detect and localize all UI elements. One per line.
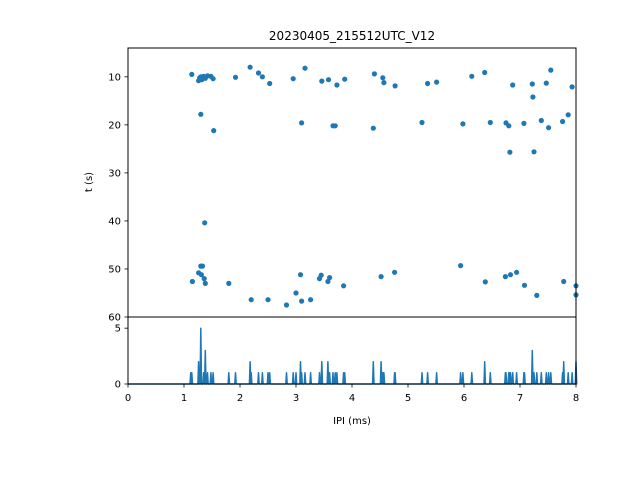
scatter-y-tick-label-40: 40: [108, 216, 121, 227]
scatter-point-78: [502, 274, 508, 280]
scatter-point-22: [319, 78, 325, 84]
histogram-x-axis-label: IPI (ms): [333, 416, 371, 427]
scatter-point-66: [297, 272, 304, 278]
histogram-x-tick-label-4: 4: [349, 393, 355, 404]
scatter-point-63: [265, 297, 271, 303]
scatter-point-34: [460, 121, 466, 127]
scatter-point-21: [332, 123, 338, 129]
scatter-point-10: [198, 111, 204, 117]
scatter-point-17: [290, 76, 296, 82]
scatter-y-tick-label-50: 50: [108, 264, 121, 275]
scatter-point-71: [325, 278, 331, 285]
scatter-point-29: [392, 83, 398, 89]
scatter-point-52: [569, 84, 575, 90]
scatter-point-33: [434, 79, 440, 85]
scatter-point-46: [538, 117, 544, 124]
scatter-point-14: [255, 70, 262, 76]
histogram-axes-frame: [127, 316, 577, 385]
scatter-point-23: [325, 77, 332, 83]
histogram-x-tick-label-8: 8: [573, 393, 579, 404]
scatter-point-50: [560, 118, 566, 125]
scatter-point-59: [201, 276, 207, 282]
scatter-point-73: [341, 283, 347, 289]
scatter-point-39: [506, 123, 512, 129]
scatter-y-tick-label-10: 10: [108, 72, 121, 83]
histogram-y-tick-label-0: 0: [115, 380, 121, 391]
scatter-y-axis-label: t (s): [84, 172, 95, 192]
scatter-point-47: [543, 80, 549, 86]
scatter-point-44: [530, 94, 536, 100]
histogram-x-tick-label-1: 1: [181, 393, 187, 404]
scatter-point-31: [419, 119, 425, 126]
histogram-y-axis-ticks: 05: [115, 324, 128, 391]
scatter-point-81: [521, 282, 528, 288]
histogram-x-tick-label-0: 0: [125, 393, 131, 404]
scatter-point-75: [392, 269, 398, 275]
scatter-point-42: [521, 120, 527, 126]
histogram-x-tick-label-6: 6: [461, 393, 467, 404]
scatter-point-41: [510, 82, 516, 88]
scatter-point-15: [259, 74, 265, 80]
scatter-point-76: [458, 263, 464, 269]
scatter-point-25: [342, 76, 348, 82]
scatter-point-67: [299, 298, 305, 304]
scatter-point-53: [202, 220, 208, 226]
histogram-y-tick-label-5: 5: [115, 324, 121, 335]
histogram-x-tick-label-2: 2: [237, 393, 243, 404]
scatter-point-45: [531, 149, 537, 155]
scatter-point-80: [514, 269, 520, 275]
scatter-point-61: [226, 280, 232, 286]
histogram-x-tick-label-5: 5: [405, 393, 411, 404]
scatter-point-54: [189, 278, 195, 285]
histogram-x-tick-label-3: 3: [293, 393, 299, 404]
scatter-point-0: [189, 71, 195, 77]
histogram-x-axis-ticks: 0 1 2 3 4 5 6 7 8: [125, 384, 579, 404]
scatter-point-24: [334, 82, 340, 88]
scatter-point-65: [293, 290, 299, 296]
scatter-point-64: [283, 302, 290, 308]
scatter-point-68: [308, 297, 314, 303]
scatter-point-58: [198, 272, 204, 278]
scatter-point-49: [548, 67, 554, 73]
scatter-point-30: [370, 125, 376, 131]
chart-title: 20230405_215512UTC_V12: [269, 29, 435, 43]
scatter-point-36: [482, 69, 488, 76]
scatter-y-axis-ticks: 10 20 30 40 50 60: [108, 72, 128, 324]
scatter-point-72: [327, 275, 333, 281]
scatter-point-28: [381, 80, 387, 86]
scatter-point-13: [247, 64, 253, 70]
scatter-point-11: [211, 128, 217, 134]
scatter-point-16: [267, 80, 273, 87]
scatter-point-27: [380, 75, 386, 81]
scatter-point-48: [546, 125, 552, 131]
scatter-point-9: [210, 76, 216, 82]
scatter-point-35: [469, 73, 475, 79]
scatter-point-70: [318, 272, 324, 278]
scatter-point-12: [232, 74, 239, 80]
scatter-point-57: [199, 263, 206, 269]
scatter-point-32: [425, 80, 431, 87]
scatter-point-79: [507, 272, 514, 278]
scatter-point-82: [534, 292, 540, 298]
scatter-point-19: [299, 120, 305, 126]
scatter-y-tick-label-60: 60: [108, 313, 121, 324]
scatter-point-40: [507, 149, 513, 155]
scatter-point-18: [302, 65, 308, 71]
scatter-y-tick-label-30: 30: [108, 168, 121, 179]
scatter-point-77: [482, 279, 488, 285]
scatter-point-26: [371, 71, 377, 77]
scatter-point-51: [565, 112, 571, 118]
scatter-points: [189, 64, 579, 308]
scatter-point-60: [202, 280, 208, 286]
scatter-point-37: [487, 119, 493, 126]
histogram-x-tick-label-7: 7: [517, 393, 523, 404]
scatter-point-43: [529, 81, 535, 87]
scatter-y-tick-label-20: 20: [108, 120, 121, 131]
scatter-point-74: [378, 274, 384, 280]
scatter-point-83: [561, 278, 567, 285]
scatter-point-62: [248, 297, 254, 303]
